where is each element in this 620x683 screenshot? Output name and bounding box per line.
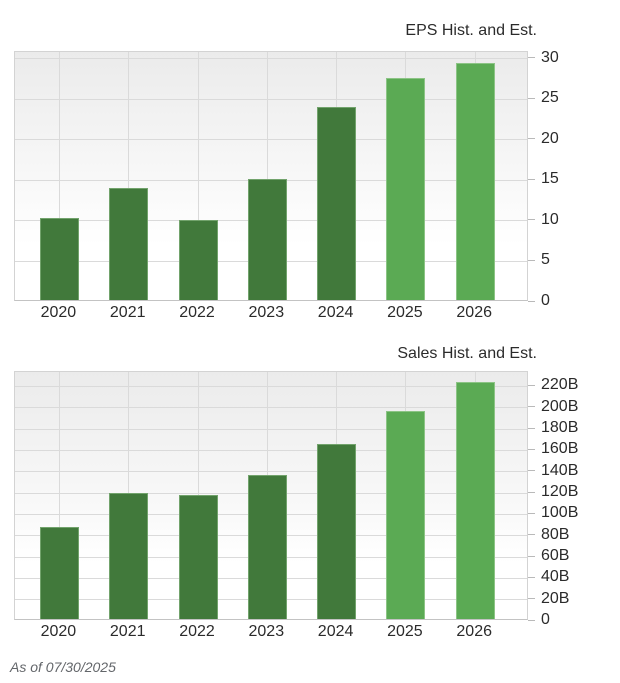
horizontal-gridline — [15, 428, 527, 430]
bar-2023 — [247, 179, 287, 300]
y-axis-label: 5 — [541, 251, 550, 269]
bar-2024 — [317, 443, 357, 619]
bar-2020 — [39, 218, 79, 300]
vertical-gridline — [197, 52, 199, 300]
horizontal-gridline — [15, 407, 527, 409]
y-axis-tick — [528, 259, 535, 261]
vertical-gridline — [58, 52, 60, 300]
x-axis-label: 2021 — [109, 623, 146, 640]
y-axis-tick — [528, 576, 535, 578]
y-axis-label: 30 — [541, 48, 559, 66]
y-axis-tick — [528, 491, 535, 493]
bar-2021 — [109, 188, 149, 300]
vertical-gridline — [266, 52, 268, 300]
x-axis-label: 2026 — [456, 623, 492, 640]
y-axis-tick — [528, 219, 535, 221]
horizontal-gridline — [15, 385, 527, 387]
y-axis-label: 0 — [541, 292, 550, 309]
x-axis-label: 2022 — [179, 304, 215, 321]
y-axis-label: 200B — [541, 397, 579, 415]
y-axis-label: 0 — [541, 611, 550, 628]
bar-2026 — [455, 382, 495, 619]
y-axis-label: 25 — [541, 89, 559, 107]
y-axis-tick — [528, 57, 535, 58]
bar-2025 — [386, 411, 426, 619]
y-axis-label: 80B — [541, 525, 570, 543]
vertical-gridline — [128, 52, 130, 300]
y-axis-label: 220B — [541, 376, 579, 394]
eps-chart: EPS Hist. and Est. 0 5 10 15 20 25 30 2020 2021 2… — [0, 22, 620, 324]
y-axis-tick — [528, 300, 535, 302]
x-axis-label: 2024 — [317, 304, 354, 321]
bar-2022 — [178, 220, 218, 300]
as-of-date: As of 07/30/2025 — [10, 659, 116, 675]
x-axis-label: 2024 — [317, 623, 354, 640]
y-axis-label: 180B — [541, 419, 579, 437]
bar-2025 — [386, 78, 426, 300]
y-axis-tick — [528, 178, 535, 180]
x-axis-label: 2020 — [40, 304, 77, 321]
eps-chart-title: EPS Hist. and Est. — [405, 22, 537, 39]
sales-chart-title: Sales Hist. and Est. — [397, 345, 537, 362]
x-axis-label: 2023 — [248, 623, 285, 640]
y-axis-tick — [528, 138, 535, 140]
x-axis-label: 2026 — [456, 304, 492, 321]
bar-2024 — [317, 106, 357, 300]
y-axis-tick — [528, 470, 535, 472]
y-axis-tick — [528, 448, 535, 450]
y-axis-tick — [528, 427, 535, 429]
y-axis-tick — [528, 512, 535, 514]
y-axis-tick — [528, 555, 535, 557]
horizontal-gridline — [15, 98, 527, 100]
eps-plot-area — [14, 51, 528, 301]
y-axis-tick — [528, 598, 535, 600]
bar-2022 — [178, 494, 218, 619]
y-axis-label: 140B — [541, 461, 579, 479]
y-axis-label: 10 — [541, 210, 559, 228]
y-axis-label: 160B — [541, 440, 579, 458]
vertical-gridline — [58, 372, 60, 619]
y-axis-label: 60B — [541, 547, 570, 565]
horizontal-gridline — [15, 471, 527, 473]
x-axis-label: 2022 — [179, 623, 215, 640]
y-axis-label: 100B — [541, 504, 579, 522]
y-axis-tick — [528, 384, 535, 386]
horizontal-gridline — [15, 58, 527, 59]
y-axis-tick — [528, 534, 535, 536]
horizontal-gridline — [15, 449, 527, 451]
y-axis-label: 20B — [541, 589, 570, 607]
x-axis-label: 2023 — [248, 304, 285, 321]
sales-chart: Sales Hist. and Est. 0 20B 40B 60B 80B 100B 12… — [0, 345, 620, 647]
bar-2021 — [109, 493, 149, 619]
x-axis-label: 2021 — [109, 304, 146, 321]
bar-2020 — [39, 527, 79, 619]
bar-2023 — [247, 475, 287, 619]
x-axis-label: 2020 — [40, 623, 77, 640]
x-axis-label: 2025 — [387, 623, 423, 640]
y-axis-tick — [528, 619, 535, 621]
y-axis-label: 20 — [541, 129, 559, 147]
x-axis-label: 2025 — [387, 304, 423, 321]
y-axis-label: 120B — [541, 483, 579, 501]
y-axis-tick — [528, 97, 535, 99]
y-axis-label: 40B — [541, 568, 570, 586]
sales-plot-area — [14, 371, 528, 620]
y-axis-tick — [528, 406, 535, 408]
horizontal-gridline — [15, 139, 527, 141]
y-axis-label: 15 — [541, 170, 559, 188]
bar-2026 — [455, 63, 495, 300]
